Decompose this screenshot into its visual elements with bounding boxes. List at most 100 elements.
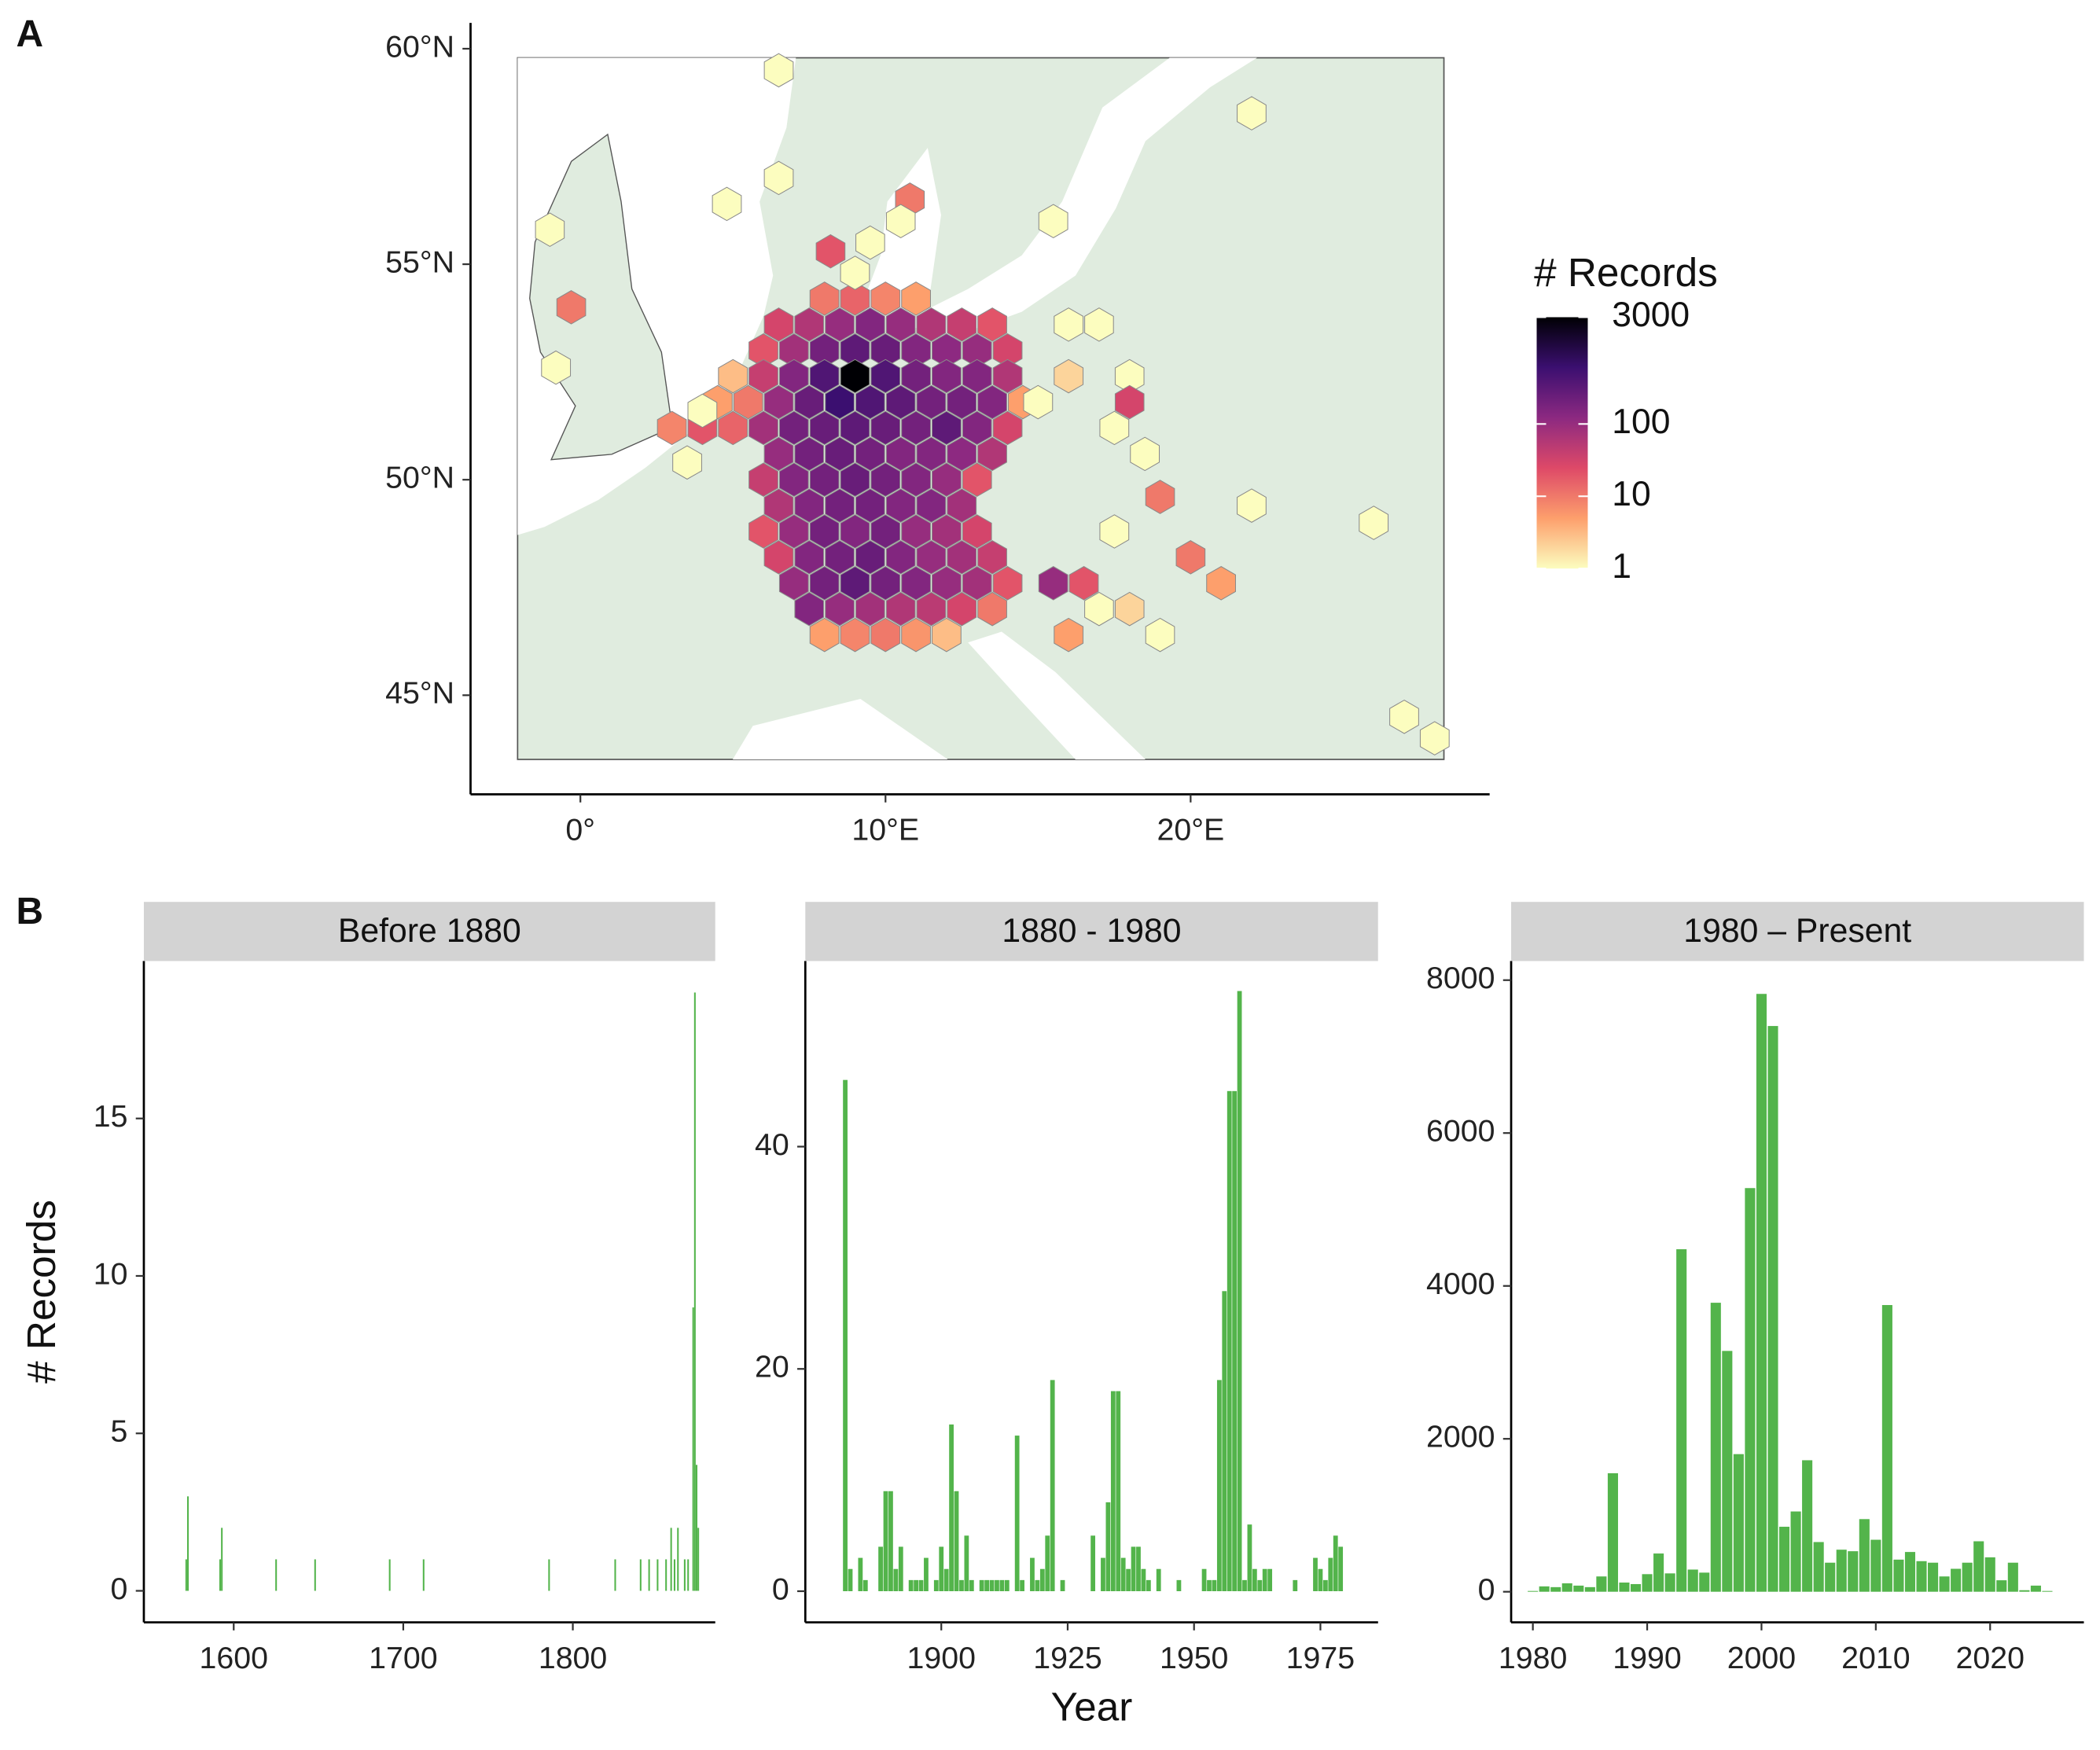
hex-cell bbox=[794, 540, 825, 575]
hex-cell bbox=[794, 307, 825, 342]
hex-cell bbox=[1068, 566, 1099, 601]
hex-cell bbox=[932, 462, 962, 497]
bar bbox=[1825, 1562, 1836, 1592]
bar bbox=[1573, 1585, 1584, 1592]
bar bbox=[1802, 1460, 1813, 1592]
bar bbox=[1664, 1573, 1675, 1592]
hex-cell bbox=[778, 566, 809, 601]
bar bbox=[683, 1559, 686, 1591]
hex-cell bbox=[763, 307, 794, 342]
hex-cell bbox=[840, 358, 870, 394]
bar bbox=[1767, 1026, 1778, 1592]
x-tick-label: 1975 bbox=[1286, 1641, 1355, 1675]
colorbar bbox=[1536, 317, 1588, 569]
bar bbox=[1030, 1557, 1035, 1591]
x-tick-label: 1980 bbox=[1499, 1641, 1567, 1675]
hex-cell bbox=[932, 358, 962, 394]
bar bbox=[989, 1579, 995, 1591]
bar bbox=[1020, 1579, 1024, 1591]
facet-title: 1980 – Present bbox=[1683, 912, 1911, 950]
hex-cell bbox=[947, 540, 977, 575]
bar bbox=[918, 1579, 924, 1591]
hex-cell bbox=[794, 436, 825, 472]
bar bbox=[888, 1491, 893, 1591]
x-tick-label: 2020 bbox=[1956, 1641, 2025, 1675]
hex-cell bbox=[1038, 566, 1068, 601]
x-tick-label: 1600 bbox=[200, 1641, 268, 1675]
hex-cell bbox=[977, 540, 1007, 575]
bar bbox=[1962, 1562, 1973, 1592]
y-tick-label: 20 bbox=[755, 1350, 789, 1384]
x-tick-label: 10°E bbox=[851, 813, 919, 847]
hex-cell bbox=[809, 410, 840, 446]
facet-strip bbox=[1511, 902, 2084, 961]
x-tick-label: 0° bbox=[565, 813, 595, 847]
hex-cell bbox=[916, 488, 947, 523]
hex-cell bbox=[656, 410, 687, 446]
hex-cell bbox=[885, 384, 916, 420]
bar bbox=[893, 1568, 899, 1591]
hex-cell bbox=[809, 514, 840, 549]
hex-cell bbox=[840, 256, 870, 290]
bar bbox=[1222, 1291, 1227, 1591]
hex-cell bbox=[763, 436, 794, 472]
hex-cell bbox=[748, 358, 778, 394]
bar bbox=[648, 1559, 650, 1591]
bar bbox=[1951, 1568, 1962, 1592]
hex-cell bbox=[916, 307, 947, 342]
bar bbox=[1105, 1502, 1111, 1591]
hex-cell bbox=[1237, 96, 1267, 131]
panel-label: A bbox=[17, 13, 44, 55]
bar bbox=[670, 1528, 672, 1591]
bar bbox=[914, 1579, 918, 1591]
bar bbox=[1699, 1572, 1710, 1592]
bar bbox=[1212, 1579, 1217, 1591]
colorbar-label: 10 bbox=[1612, 475, 1650, 513]
hex-cell bbox=[840, 281, 870, 316]
hex-cell bbox=[962, 514, 992, 549]
bar bbox=[2042, 1590, 2053, 1592]
bar bbox=[1313, 1557, 1318, 1591]
hex-cell bbox=[1054, 358, 1084, 394]
bar bbox=[697, 1528, 700, 1591]
bar bbox=[1813, 1542, 1824, 1592]
bar bbox=[1322, 1579, 1328, 1591]
hex-cell bbox=[977, 384, 1007, 420]
hex-cell bbox=[977, 436, 1007, 472]
hex-cell bbox=[809, 566, 840, 601]
bar bbox=[1859, 1519, 1870, 1592]
bar bbox=[1045, 1535, 1050, 1591]
x-tick-label: 1900 bbox=[907, 1641, 975, 1675]
bar bbox=[548, 1559, 550, 1591]
hex-cell bbox=[840, 566, 870, 601]
bar bbox=[221, 1528, 223, 1591]
bar bbox=[1156, 1568, 1161, 1591]
hex-cell bbox=[840, 462, 870, 497]
bar bbox=[1035, 1579, 1040, 1591]
bar bbox=[1237, 991, 1242, 1591]
bar bbox=[665, 1559, 668, 1591]
y-tick-label: 60°N bbox=[385, 29, 454, 64]
hex-cell bbox=[901, 514, 931, 549]
colorbar-label: 1 bbox=[1612, 547, 1631, 586]
hex-cell bbox=[916, 591, 947, 627]
hex-cell bbox=[855, 488, 885, 523]
hex-cell bbox=[748, 514, 778, 549]
hex-cell bbox=[1084, 591, 1114, 627]
bar bbox=[639, 1559, 642, 1591]
bar bbox=[1928, 1562, 1939, 1592]
bar bbox=[1141, 1568, 1146, 1591]
bar bbox=[1257, 1579, 1263, 1591]
bar bbox=[1116, 1391, 1121, 1591]
x-tick-label: 2000 bbox=[1727, 1641, 1796, 1675]
bar bbox=[862, 1579, 868, 1591]
panel-label: B bbox=[17, 891, 44, 932]
y-tick-label: 5 bbox=[111, 1414, 128, 1449]
facet-strip bbox=[143, 902, 715, 961]
hex-cell bbox=[901, 617, 931, 653]
bar bbox=[1262, 1568, 1267, 1591]
bar bbox=[1328, 1557, 1333, 1591]
hex-cell bbox=[885, 307, 916, 342]
bar bbox=[883, 1491, 888, 1591]
facet-title: Before 1880 bbox=[338, 912, 521, 950]
